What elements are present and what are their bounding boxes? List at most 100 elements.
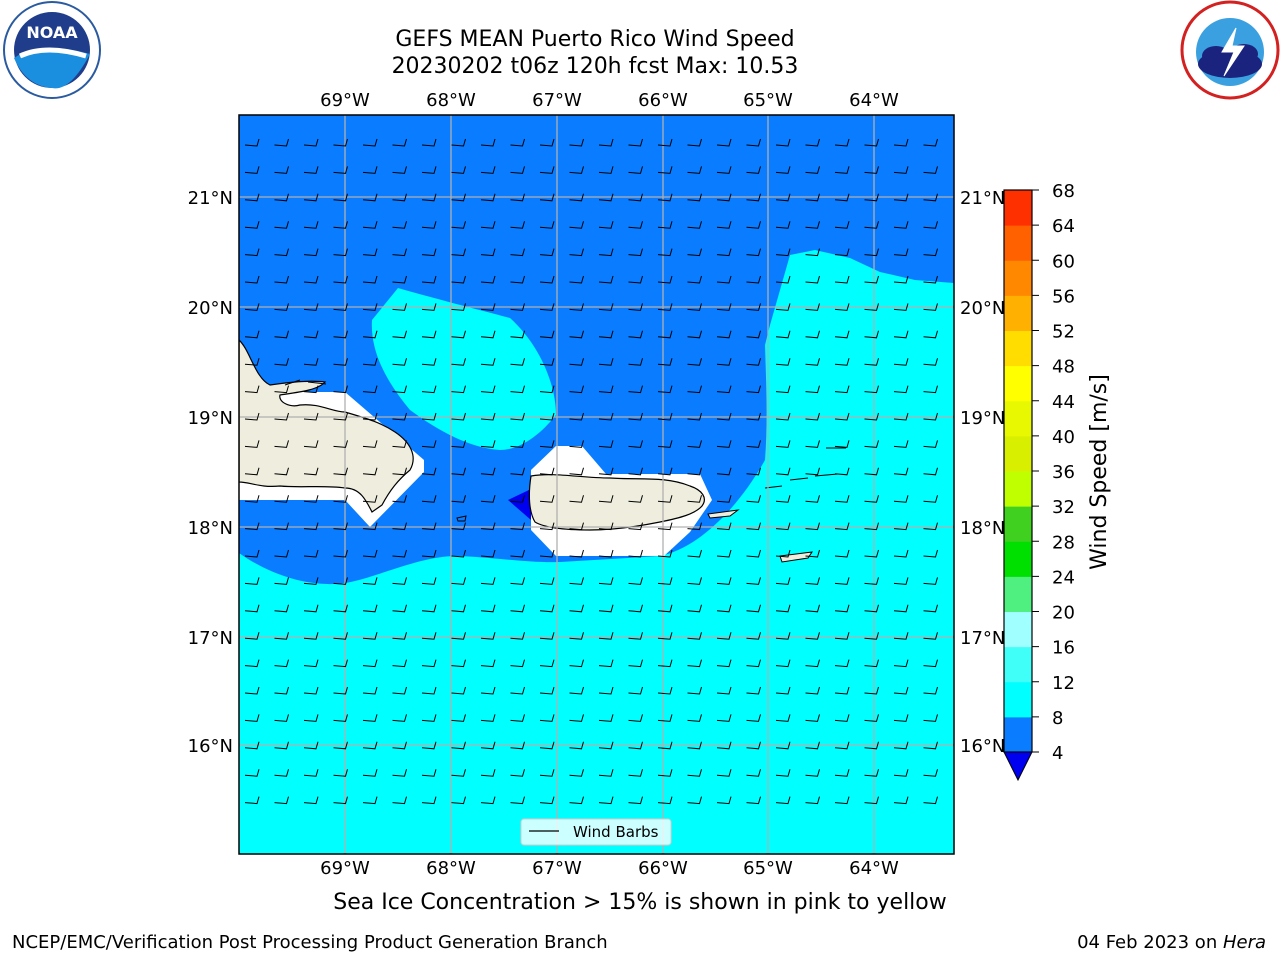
wind-barb <box>687 741 702 750</box>
wind-barb <box>569 275 584 284</box>
wind-barb <box>362 440 378 448</box>
wind-barb <box>893 412 909 421</box>
latitude-label: 21°N <box>188 188 233 209</box>
wind-barb <box>303 467 319 476</box>
wind-barb <box>657 741 673 750</box>
wind-barb <box>716 412 732 421</box>
wind-barb <box>451 166 466 174</box>
wind-barb <box>775 138 791 147</box>
wind-barb <box>716 659 732 668</box>
wind-barb <box>539 714 555 722</box>
wind-barb <box>746 796 761 805</box>
wind-barb <box>392 221 407 229</box>
colorbar-tick-label: 60 <box>1052 251 1075 272</box>
land-puerto-rico <box>528 474 705 531</box>
wind-barb <box>893 440 909 448</box>
wind-barb <box>539 221 555 229</box>
wind-barb <box>333 659 348 668</box>
wind-barb <box>628 714 643 722</box>
wind-barb <box>893 221 909 229</box>
wind-barb <box>864 385 879 394</box>
wind-barb <box>716 741 732 750</box>
wind-barb <box>451 796 466 805</box>
wind-barb <box>421 193 437 202</box>
wind-barb <box>392 549 407 558</box>
wind-barb <box>274 769 289 777</box>
wind-barb <box>864 358 879 366</box>
colorbar-segment <box>1004 225 1032 261</box>
wind-barb <box>569 769 584 777</box>
wind-barb <box>628 303 643 311</box>
wind-barb <box>775 741 791 750</box>
wind-barb <box>805 741 820 750</box>
wind-barb <box>392 686 407 695</box>
wind-barb <box>274 604 289 613</box>
wind-barb <box>362 632 378 640</box>
wind-barb <box>598 330 614 339</box>
wind-barb <box>510 248 525 257</box>
latitude-label: 19°N <box>960 408 1005 429</box>
wind-barb <box>628 522 643 531</box>
wind-barb <box>392 166 407 174</box>
wind-barb <box>716 358 732 366</box>
wind-barb <box>421 522 437 531</box>
wind-barb <box>303 769 319 777</box>
wind-barb <box>687 796 702 805</box>
wind-barb <box>421 741 437 750</box>
wind-barbs <box>244 138 938 805</box>
wind-barb <box>569 166 584 174</box>
colorbar-segment <box>1004 541 1032 577</box>
latitude-label: 19°N <box>188 408 233 429</box>
colorbar-segment <box>1004 330 1032 367</box>
wind-barb <box>864 686 879 695</box>
wind-barb <box>333 221 348 229</box>
wind-barb <box>775 467 791 476</box>
wind-barb <box>539 549 555 558</box>
wind-barb <box>244 686 260 695</box>
wind-barb <box>392 741 407 750</box>
wind-barb <box>333 248 348 257</box>
wind-barb <box>303 796 319 805</box>
wind-barb <box>303 138 319 147</box>
wind-barb <box>923 686 938 695</box>
wind-barb <box>569 193 584 202</box>
wind-barb <box>480 741 496 750</box>
longitude-label: 69°W <box>320 858 370 879</box>
wind-barb <box>893 248 909 257</box>
wind-barb <box>775 166 791 174</box>
wind-barb <box>274 412 289 421</box>
wind-barb <box>303 522 319 531</box>
wind-barb <box>893 138 909 147</box>
wind-barb <box>657 412 673 421</box>
colorbar-tick-label: 32 <box>1052 497 1075 518</box>
wind-barb <box>893 741 909 750</box>
wind-barb <box>274 303 289 311</box>
wind-barb <box>244 741 260 750</box>
wind-barb <box>274 275 289 284</box>
wind-barb <box>510 686 525 695</box>
wind-barb <box>480 166 496 174</box>
wind-barb <box>451 769 466 777</box>
wind-barb <box>598 549 614 558</box>
wind-barb <box>834 632 850 640</box>
wind-barb <box>893 796 909 805</box>
wind-barb <box>923 495 938 503</box>
wind-barb <box>834 330 850 339</box>
wind-barb <box>687 412 702 421</box>
wind-barb <box>569 522 584 531</box>
wind-barb <box>303 330 319 339</box>
longitude-label: 64°W <box>849 90 899 111</box>
wind-barb <box>805 604 820 613</box>
wind-barb <box>864 659 879 668</box>
wind-barb <box>864 166 879 174</box>
wind-barb <box>923 549 938 558</box>
wind-barb <box>864 604 879 613</box>
wind-barb <box>893 577 909 585</box>
wind-barb <box>805 659 820 668</box>
wind-barb <box>333 741 348 750</box>
wind-barb <box>628 549 643 558</box>
title-line-1: GEFS MEAN Puerto Rico Wind Speed <box>395 27 795 52</box>
wind-barb <box>923 769 938 777</box>
wind-barb <box>303 632 319 640</box>
